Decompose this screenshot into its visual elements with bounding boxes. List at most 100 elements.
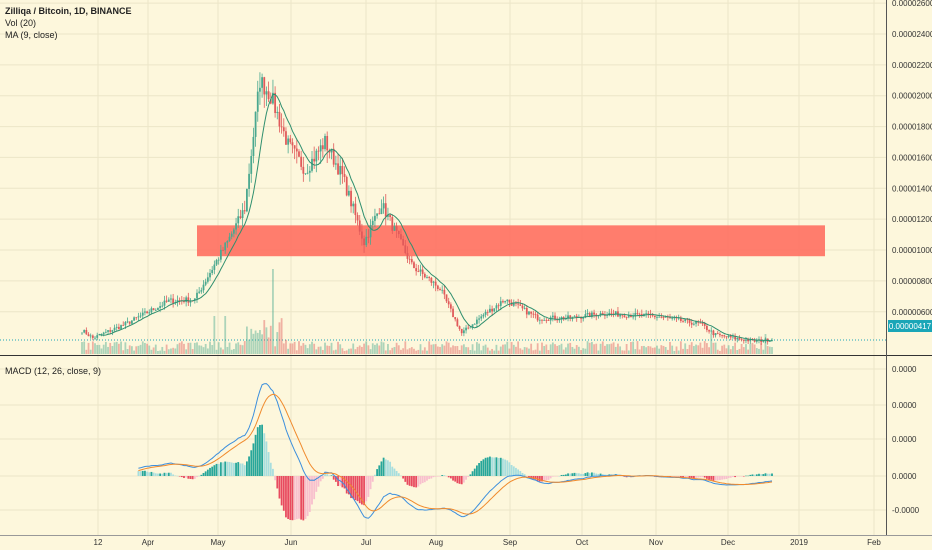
macd-histogram-bar: [352, 476, 355, 499]
macd-histogram-bar: [185, 476, 188, 478]
volume-bar: [139, 344, 142, 354]
candle-body: [159, 306, 162, 308]
candle-body: [306, 172, 309, 174]
candle-body: [311, 158, 313, 171]
volume-bar: [643, 345, 645, 354]
candle-body: [582, 317, 585, 319]
volume-bar: [235, 343, 237, 354]
candle-body: [176, 300, 179, 303]
candle-body: [636, 312, 639, 314]
candle-body: [658, 316, 661, 318]
macd-histogram-bar: [361, 476, 363, 505]
macd-histogram-bar: [556, 476, 559, 477]
candle-body: [304, 173, 307, 175]
candle-body: [530, 311, 533, 314]
macd-histogram-bar: [272, 468, 274, 476]
price-axis: 0.00002600 0.00002400 0.00002200 0.00002000…: [892, 0, 932, 317]
candle-body: [682, 320, 684, 322]
candle-body: [384, 203, 387, 217]
volume-bar: [111, 345, 114, 354]
volume-bar: [219, 347, 222, 354]
macd-histogram-bar: [282, 476, 285, 511]
volume-bar: [272, 269, 274, 354]
chart-title: Zilliqa / Bitcoin, 1D, BINANCE: [5, 6, 132, 16]
candle-body: [738, 337, 741, 340]
time-tick-label: Oct: [576, 538, 589, 547]
macd-histogram-bar: [523, 474, 526, 476]
time-tick-label: Jun: [285, 538, 298, 547]
volume-bar: [723, 344, 726, 354]
candle-body: [653, 315, 656, 318]
volume-bar: [588, 342, 591, 354]
candle-body: [504, 301, 507, 303]
macd-histogram-bar: [571, 473, 574, 476]
volume-bar: [144, 342, 146, 354]
macd-histogram-bar: [402, 476, 405, 479]
volume-bar: [330, 342, 333, 354]
volume-bar: [148, 345, 151, 354]
macd-histogram-bar: [445, 476, 448, 477]
macd-histogram-bar: [397, 473, 400, 476]
macd-histogram-bar: [517, 469, 520, 476]
candle-body: [441, 289, 444, 291]
candle-body: [716, 333, 719, 335]
macd-histogram-bar: [478, 463, 480, 476]
macd-histogram-bar: [330, 475, 333, 476]
volume-bar: [128, 345, 131, 354]
macd-histogram-bar: [423, 476, 426, 483]
macd-histogram-bar: [371, 476, 374, 482]
volume-bar: [606, 344, 608, 354]
volume-bar: [727, 345, 730, 354]
candle-body: [83, 330, 86, 333]
macd-histogram-bar: [745, 475, 747, 477]
macd-histogram-bar: [180, 476, 183, 478]
macd-histogram-bar: [332, 476, 335, 480]
candle-body: [287, 138, 290, 145]
macd-histogram-bar: [519, 471, 522, 476]
macd-histogram-bar: [178, 476, 181, 477]
candle-body: [193, 298, 196, 301]
volume-bar: [185, 349, 188, 354]
volume-bar: [393, 347, 396, 354]
candle-body: [230, 233, 233, 237]
macd-histogram-bar: [525, 476, 528, 477]
volume-bar: [367, 345, 370, 354]
volume-bar: [276, 332, 279, 354]
macd-histogram-bar: [222, 462, 224, 476]
candle-body: [604, 315, 606, 316]
macd-histogram-bar: [732, 476, 734, 478]
macd-histogram-bar: [170, 472, 172, 476]
candle-body: [104, 331, 107, 333]
candle-body: [404, 245, 407, 253]
candle-body: [267, 91, 270, 100]
volume-bar: [237, 342, 240, 354]
candle-body: [265, 91, 268, 95]
candle-body: [473, 323, 476, 325]
candle-body: [161, 305, 164, 307]
volume-bar: [363, 343, 365, 354]
volume-bar: [361, 346, 363, 354]
volume-bar: [758, 348, 760, 354]
ma-polyline: [99, 93, 773, 342]
volume-bar: [150, 349, 153, 354]
volume-bar: [634, 349, 637, 354]
candle-body: [378, 213, 381, 215]
candle-body: [591, 312, 593, 318]
macd-histogram-bar: [569, 473, 572, 476]
candle-body: [326, 135, 329, 151]
time-tick-label: Feb: [867, 538, 881, 547]
time-axis: 12 Apr May Jun Jul Aug Sep Oct Nov Dec 2019 Feb: [0, 535, 932, 547]
volume-bar: [708, 347, 710, 354]
candle-body: [94, 337, 96, 339]
volume-bar: [465, 347, 467, 354]
candle-body: [347, 190, 350, 196]
macd-histogram-bar: [152, 472, 155, 476]
macd-histogram-bar: [311, 476, 313, 505]
macd-histogram-bar: [495, 457, 498, 476]
macd-histogram-bar: [734, 476, 737, 478]
candle-body: [445, 294, 448, 302]
price-tick-label: 0.00001200: [892, 215, 932, 224]
candle-body: [656, 316, 658, 318]
